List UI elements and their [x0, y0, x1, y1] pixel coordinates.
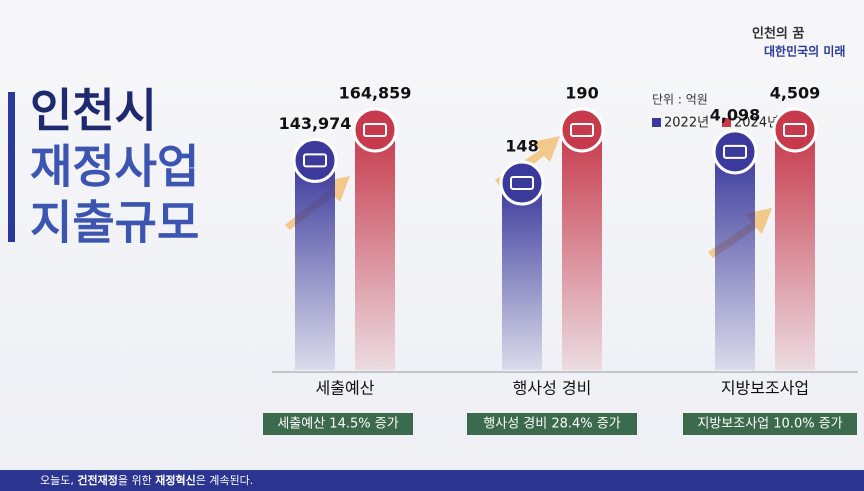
value-label: 164,859 — [339, 84, 412, 103]
bar — [775, 130, 815, 370]
bar-icon — [352, 107, 398, 153]
legend-swatch — [652, 118, 661, 127]
badge — [683, 413, 857, 435]
bar — [502, 183, 542, 370]
bill-icon — [783, 123, 807, 137]
title-line: 인천시 — [30, 84, 157, 138]
footer-text: 오늘도, — [40, 474, 77, 487]
footer-text: 을 위한 — [118, 474, 155, 487]
value-label: 148 — [505, 137, 538, 156]
bar — [562, 130, 602, 370]
badge — [467, 413, 637, 435]
footer: 오늘도, 건전재정을 위한 재정혁신은 계속된다. — [40, 473, 253, 487]
bill-icon — [303, 153, 327, 168]
bar — [355, 130, 395, 370]
badge — [263, 413, 413, 435]
title-line: 지출규모 — [30, 196, 199, 250]
bill-icon — [570, 123, 594, 137]
bar-icon — [772, 107, 818, 153]
footer-text: 은 계속된다. — [196, 474, 254, 487]
title-line: 재정사업 — [30, 140, 199, 194]
category-label: 지방보조사업 — [721, 379, 809, 398]
bar — [715, 151, 755, 370]
value-label: 4,509 — [770, 84, 821, 103]
bar-icon — [712, 129, 758, 175]
bill-icon — [363, 123, 387, 137]
footer-text: 건전재정 — [77, 473, 117, 487]
value-label: 190 — [565, 84, 598, 103]
legend-swatch — [722, 118, 731, 127]
footer-bar — [0, 470, 864, 491]
title-accent — [8, 92, 15, 242]
unit-label: 단위 : 억원 — [652, 93, 708, 107]
footer-text: 재정혁신 — [155, 473, 195, 487]
logo-line: 인천의 꿈 — [752, 26, 804, 42]
category-label: 세출예산 — [316, 379, 375, 398]
bar-icon — [292, 137, 338, 183]
bar-icon — [499, 160, 545, 206]
value-label: 143,974 — [279, 114, 352, 133]
legend-label: 2022년 — [664, 116, 709, 131]
badge-label: 지방보조사업 10.0% 증가 — [697, 417, 842, 432]
bill-icon — [510, 176, 534, 191]
badge-label: 세출예산 14.5% 증가 — [277, 417, 398, 432]
bar-icon — [559, 107, 605, 153]
logo-line: 대한민국의 미래 — [764, 44, 845, 59]
bill-icon — [723, 144, 747, 159]
badge-label: 행사성 경비 28.4% 증가 — [483, 416, 620, 432]
bar — [295, 160, 335, 370]
category-label: 행사성 경비 — [513, 379, 592, 398]
legend-label: 2024년 — [734, 116, 779, 131]
value-label: 4,098 — [710, 105, 761, 124]
